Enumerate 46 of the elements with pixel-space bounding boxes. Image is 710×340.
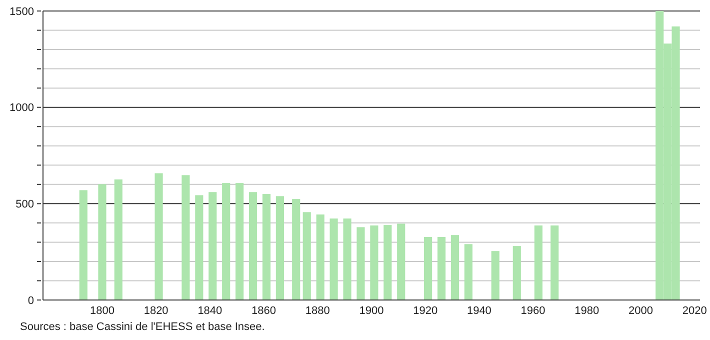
bar [316, 214, 324, 300]
bar [534, 225, 542, 300]
bar [343, 218, 352, 300]
y-tick-label: 1500 [10, 6, 34, 18]
bar [512, 246, 521, 300]
bar [437, 237, 446, 300]
x-tick-label: 1900 [359, 305, 384, 317]
x-tick-label: 1840 [198, 305, 222, 317]
x-tick-label: 1820 [144, 305, 168, 317]
bar [491, 251, 500, 300]
bar [397, 224, 406, 300]
bar [356, 227, 365, 300]
bar [550, 225, 559, 300]
bar [302, 212, 311, 300]
bar [114, 179, 122, 300]
bar [182, 175, 190, 300]
bar [292, 199, 300, 300]
x-tick-label: 1980 [574, 305, 600, 317]
bar [370, 225, 378, 300]
bar [248, 192, 258, 300]
source-note: Sources : base Cassini de l'EHESS et base Insee. [20, 321, 265, 333]
x-tick-label: 1960 [520, 305, 546, 317]
bar [208, 192, 217, 300]
x-tick-label: 2000 [628, 305, 653, 317]
bar [98, 184, 106, 300]
x-tick-label: 1880 [305, 305, 330, 317]
bar [276, 196, 284, 300]
y-tick-label: 1000 [10, 102, 34, 114]
bar [450, 235, 460, 300]
bar [384, 225, 392, 300]
bar [195, 195, 204, 300]
x-tick-label: 1920 [413, 305, 438, 317]
bar [330, 218, 338, 300]
bar [154, 173, 163, 300]
bar [222, 183, 230, 300]
x-tick-label: 1940 [466, 305, 492, 317]
x-tick-label: 1860 [252, 305, 276, 317]
bar [262, 194, 271, 300]
x-tick-label: 1800 [90, 305, 114, 317]
bar [79, 190, 88, 300]
y-tick-label: 0 [28, 294, 34, 307]
x-tick-label: 2020 [682, 305, 707, 317]
y-tick-label: 500 [16, 198, 34, 211]
bar [236, 183, 244, 300]
bar [424, 237, 432, 300]
bar [464, 244, 472, 300]
